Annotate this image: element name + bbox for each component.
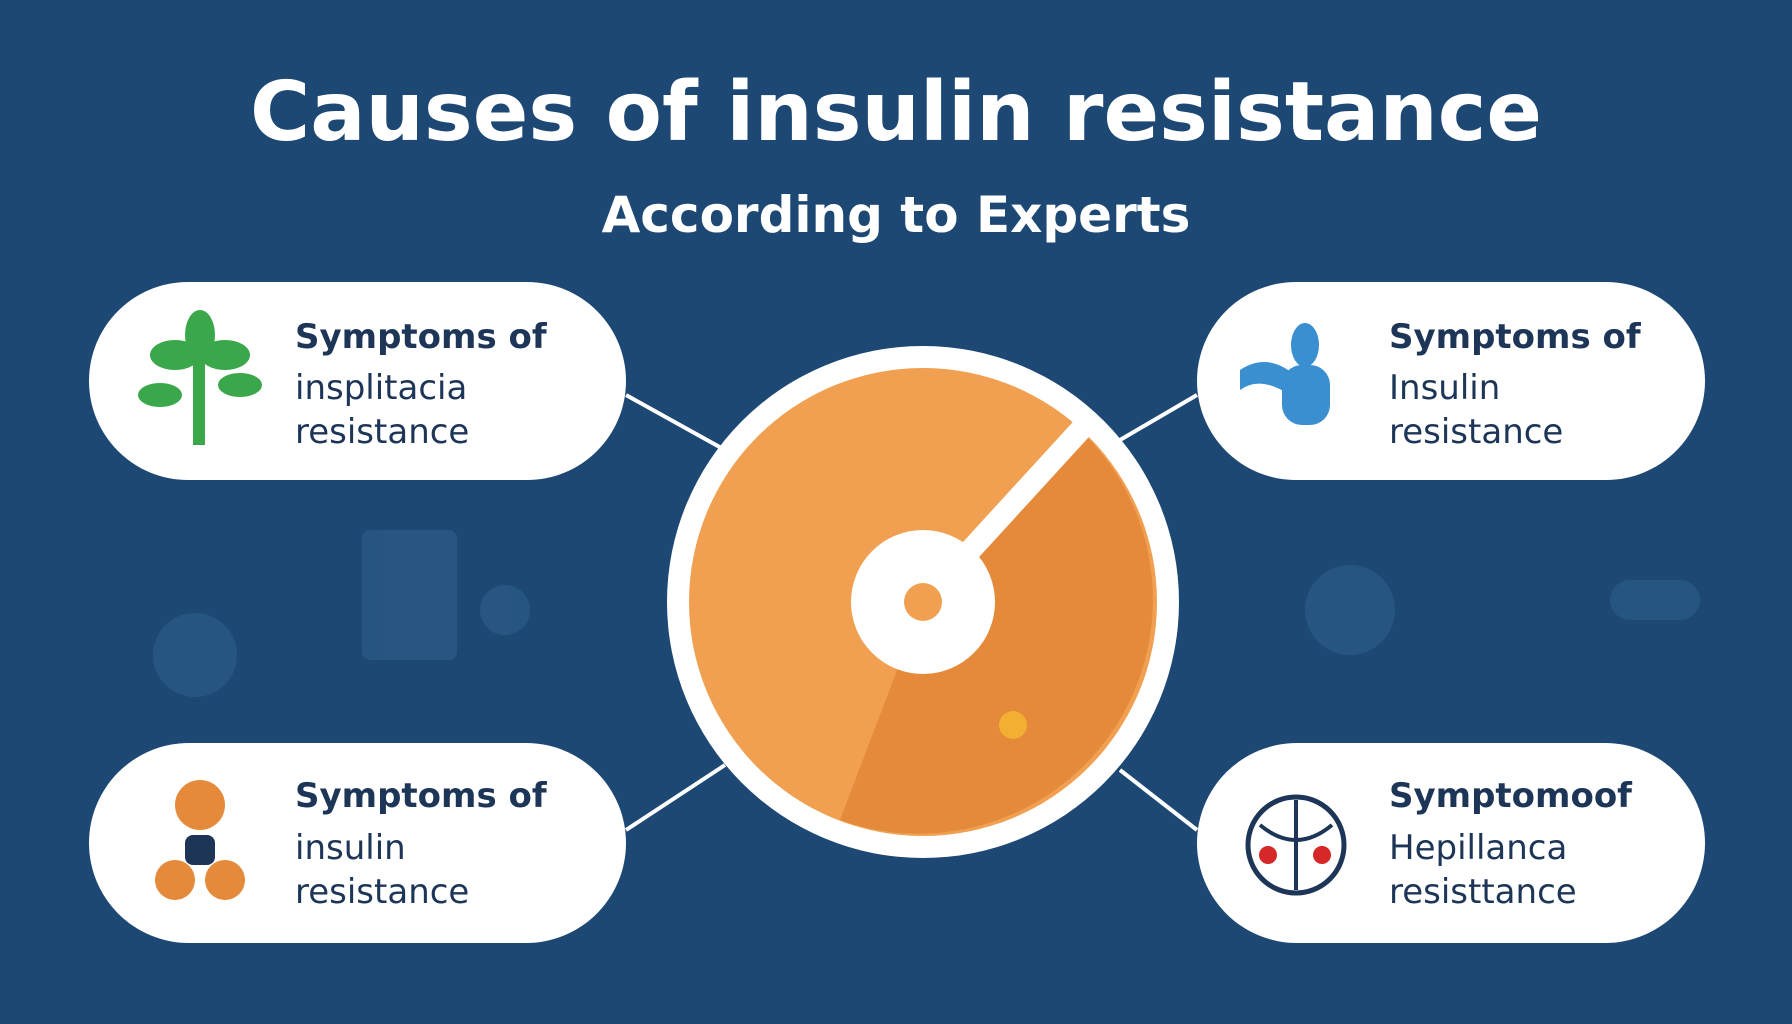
subtitle: According to Experts: [602, 186, 1191, 244]
card-heading: Symptoms of: [295, 776, 548, 816]
card: Symptoms of Insulin resistance: [1197, 282, 1705, 480]
card-line: insulin: [295, 828, 406, 868]
card-line: resistance: [295, 872, 469, 912]
card: Symptoms of insulin resistance: [89, 743, 626, 943]
card-line: resisttance: [1389, 872, 1577, 912]
card-line: Hepillanca: [1389, 828, 1567, 868]
icon: [138, 310, 262, 445]
card: Symptomoof Hepillanca resisttance: [1197, 743, 1705, 943]
card-line: Insulin: [1389, 368, 1500, 408]
card-heading: Symptoms of: [295, 317, 548, 357]
card-line: insplitacia: [295, 368, 467, 408]
icon: [155, 780, 245, 900]
card-line: resistance: [1389, 412, 1563, 452]
icon: [1240, 323, 1330, 425]
card-line: resistance: [295, 412, 469, 452]
connectors: [624, 393, 1199, 832]
card-heading: Symptomoof: [1389, 776, 1633, 816]
title: Causes of insulin resistance: [250, 65, 1542, 160]
background-icons: [153, 530, 1700, 697]
card-heading: Symptoms of: [1389, 317, 1642, 357]
card: Symptoms of insplitacia resistance: [89, 282, 626, 480]
icon: [1245, 794, 1347, 896]
center-disc: [667, 346, 1179, 858]
